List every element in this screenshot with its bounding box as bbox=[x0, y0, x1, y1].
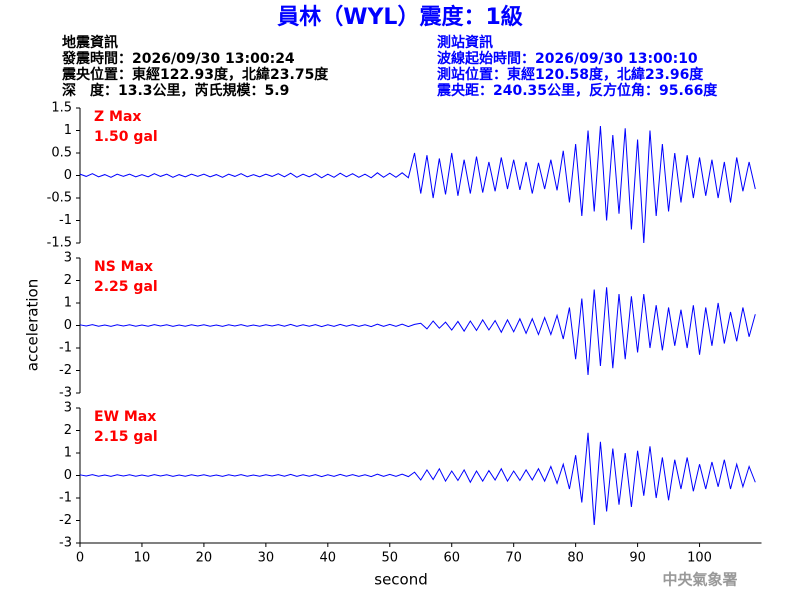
x-tick-label: 40 bbox=[320, 551, 337, 566]
x-tick-label: 0 bbox=[76, 551, 84, 566]
waveform bbox=[79, 287, 756, 376]
y-tick-label: -2 bbox=[59, 513, 72, 528]
y-tick-label: 1 bbox=[64, 446, 72, 461]
y-tick-label: 0.5 bbox=[51, 146, 72, 161]
info-left: 發震時間：2026/09/30 13:00:24 bbox=[61, 50, 295, 67]
y-tick-label: 1.5 bbox=[51, 101, 72, 116]
y-tick-label: 0 bbox=[64, 318, 72, 333]
x-tick-label: 70 bbox=[505, 551, 522, 566]
y-tick-label: -1.5 bbox=[47, 236, 72, 251]
x-tick-label: 60 bbox=[443, 551, 460, 566]
info-right: 測站資訊 bbox=[437, 34, 493, 51]
info-left: 深 度：13.3公里，芮氏規模：5.9 bbox=[62, 82, 289, 99]
x-tick-label: 20 bbox=[196, 551, 213, 566]
x-tick-label: 30 bbox=[258, 551, 275, 566]
x-tick-label: 90 bbox=[629, 551, 646, 566]
info-right: 震央距：240.35公里，反方位角：95.66度 bbox=[436, 82, 718, 99]
y-tick-label: -1 bbox=[59, 341, 72, 356]
panel-label: EW Max bbox=[94, 409, 156, 425]
panel-label: NS Max bbox=[94, 259, 153, 275]
x-axis-label: second bbox=[374, 571, 428, 589]
panel-max: 2.15 gal bbox=[94, 429, 158, 445]
y-tick-label: -1 bbox=[59, 213, 72, 228]
info-right: 波線起始時間：2026/09/30 13:00:10 bbox=[437, 50, 698, 67]
y-tick-label: -3 bbox=[59, 536, 72, 551]
panel-max: 2.25 gal bbox=[94, 279, 158, 295]
y-tick-label: 0 bbox=[64, 168, 72, 183]
x-tick-label: 80 bbox=[567, 551, 584, 566]
info-left: 地震資訊 bbox=[62, 34, 118, 51]
y-tick-label: 2 bbox=[64, 423, 72, 438]
x-tick-label: 10 bbox=[134, 551, 151, 566]
y-tick-label: 3 bbox=[64, 401, 72, 416]
panel-label: Z Max bbox=[94, 109, 141, 125]
waveform bbox=[79, 432, 756, 526]
y-tick-label: -2 bbox=[59, 363, 72, 378]
waveform bbox=[79, 125, 756, 244]
y-axis-label: acceleration bbox=[24, 279, 42, 371]
chart-title: 員林（WYL）震度：1級 bbox=[276, 4, 523, 30]
y-tick-label: 1 bbox=[64, 123, 72, 138]
x-tick-label: 50 bbox=[381, 551, 398, 566]
x-tick-label: 100 bbox=[687, 551, 712, 566]
y-tick-label: 1 bbox=[64, 296, 72, 311]
info-right: 測站位置：東經120.58度，北緯23.96度 bbox=[437, 66, 704, 83]
y-tick-label: -1 bbox=[59, 491, 72, 506]
info-left: 震央位置：東經122.93度，北緯23.75度 bbox=[61, 66, 329, 83]
y-tick-label: 3 bbox=[64, 251, 72, 266]
footer: 中央氣象署 bbox=[662, 571, 737, 589]
y-tick-label: 0 bbox=[64, 468, 72, 483]
panel-max: 1.50 gal bbox=[94, 129, 158, 145]
y-tick-label: -3 bbox=[59, 386, 72, 401]
y-tick-label: -0.5 bbox=[47, 191, 72, 206]
y-tick-label: 2 bbox=[64, 273, 72, 288]
